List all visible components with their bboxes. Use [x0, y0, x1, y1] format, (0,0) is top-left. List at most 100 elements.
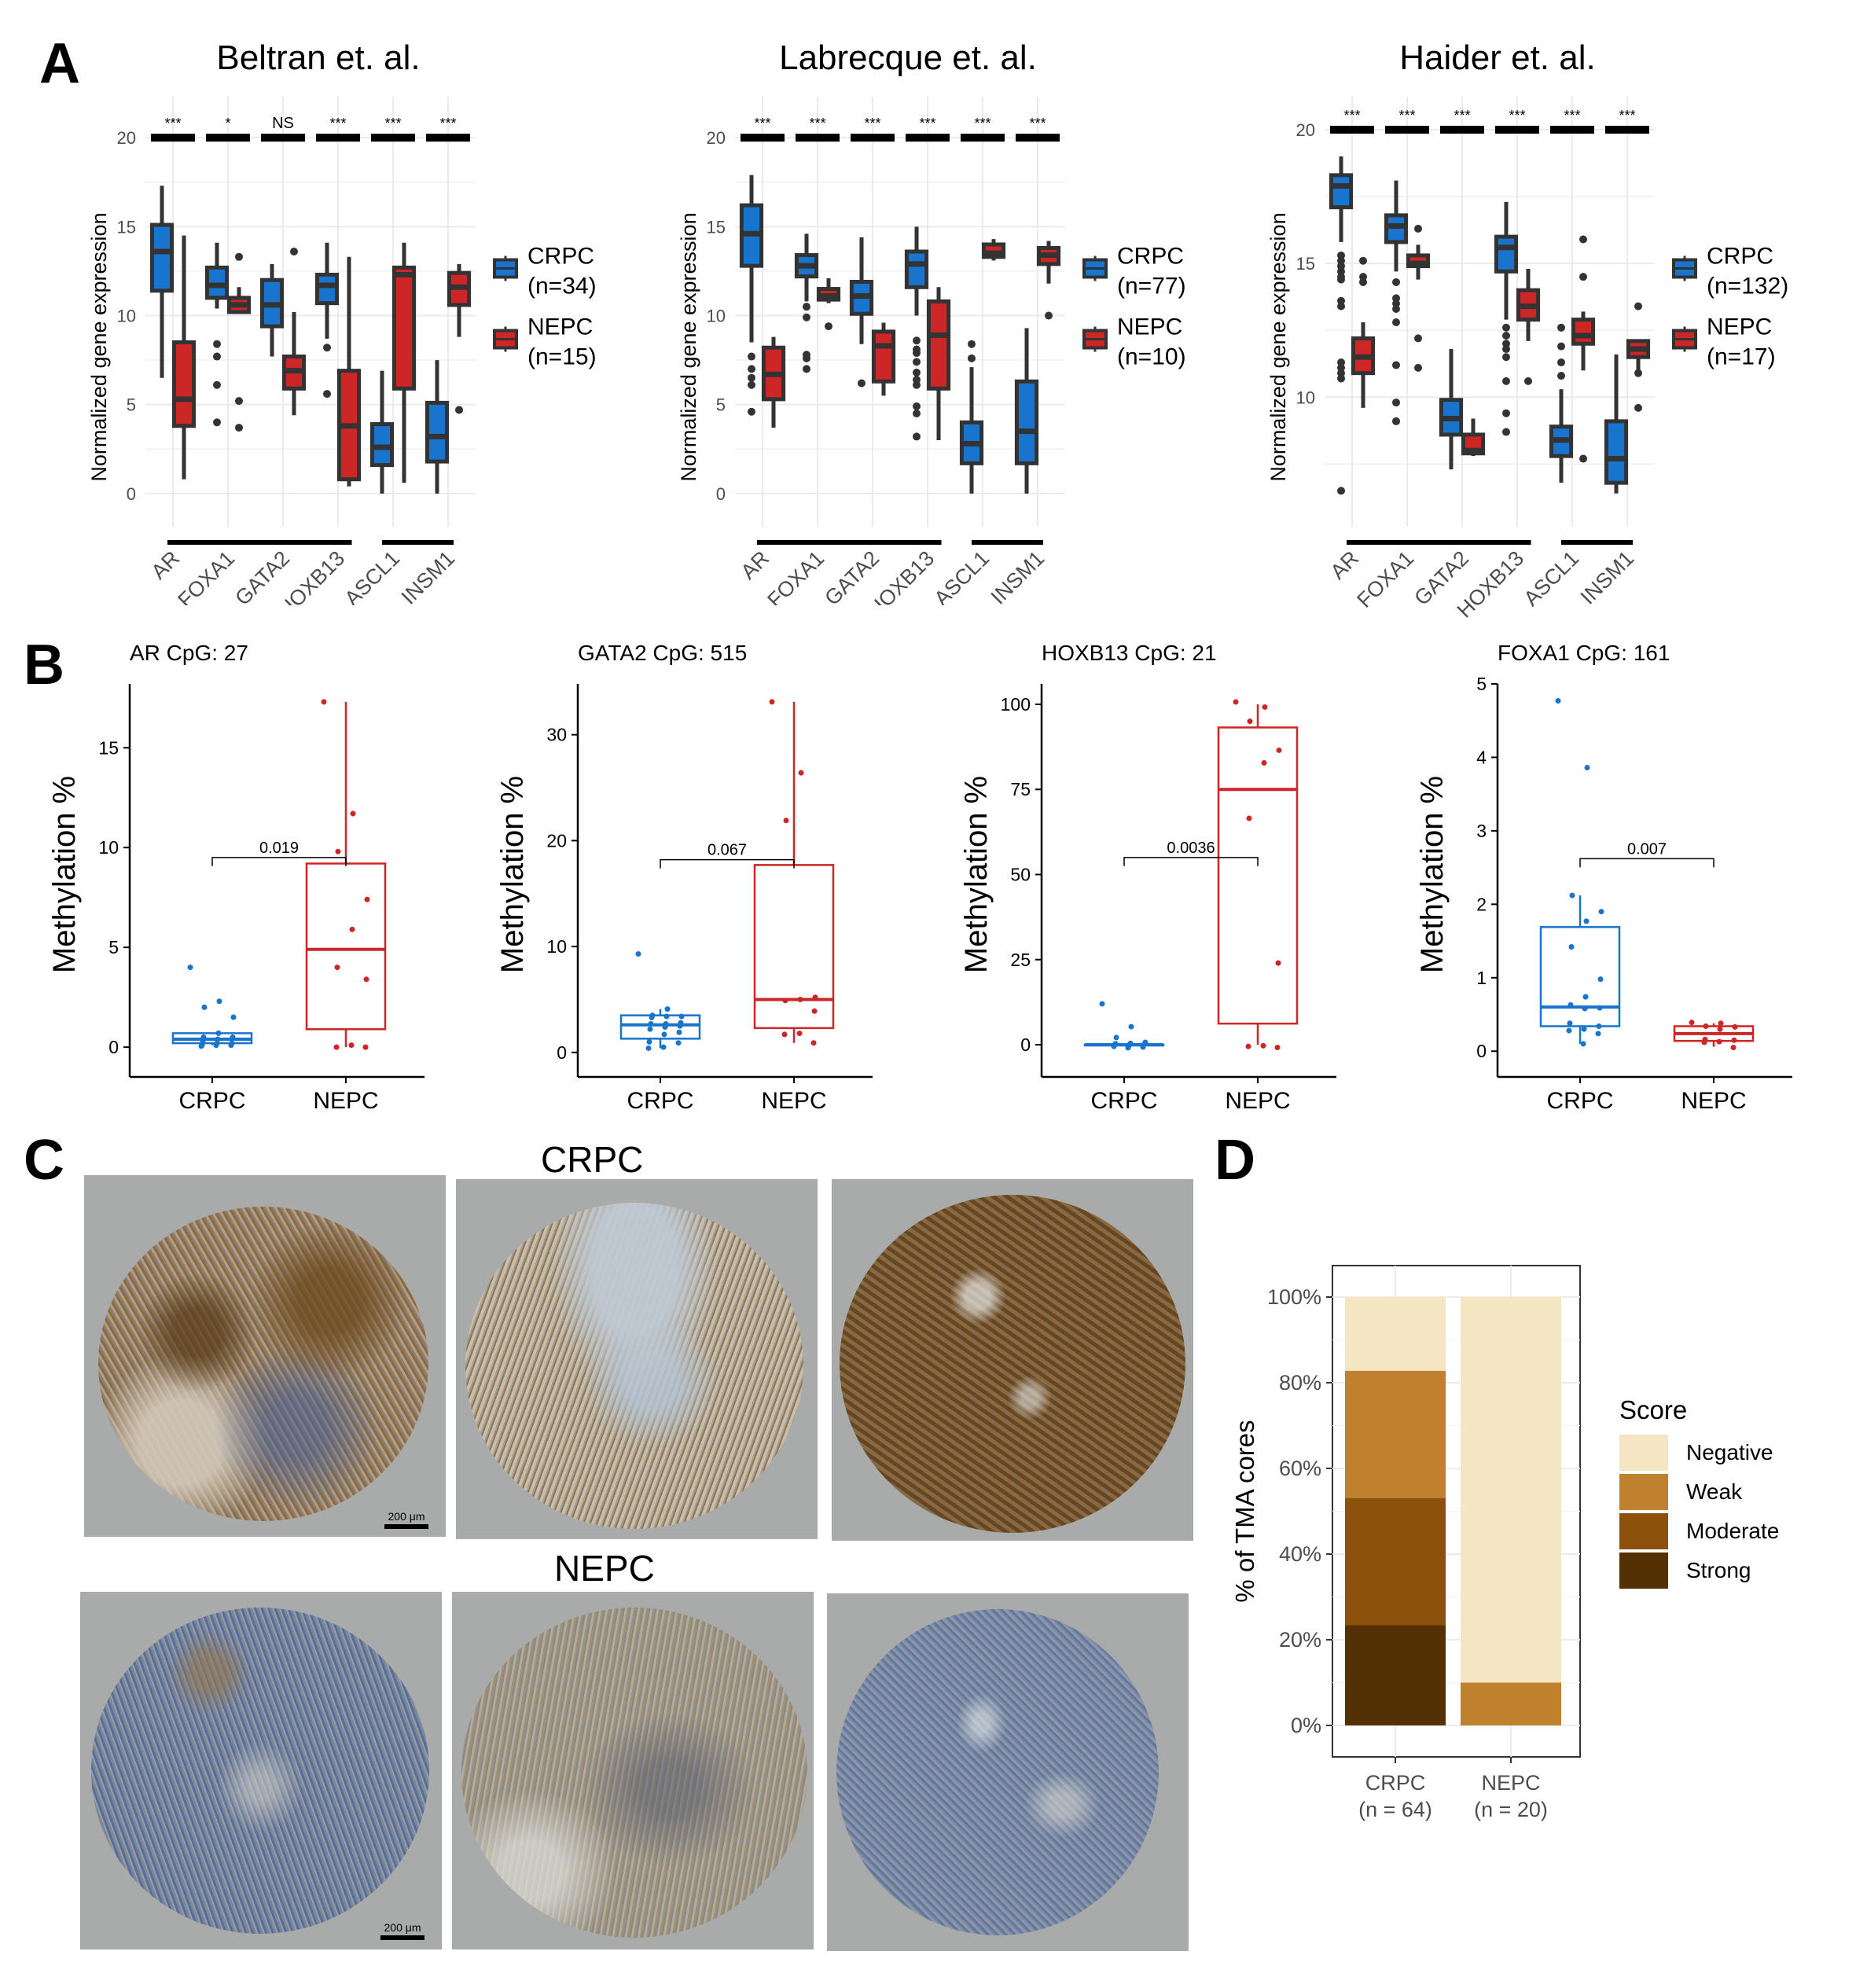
- legend-label: Strong: [1686, 1558, 1751, 1582]
- chart-gata2-methylation: GATA2 CpG: 515 0 10 20 30 Methylation % CRPC NE…: [495, 641, 873, 1114]
- data-point: [1140, 1044, 1146, 1050]
- chart-title: Haider et. al.: [1399, 39, 1595, 77]
- legend-label: Weak: [1686, 1479, 1743, 1504]
- significance-bar: [151, 134, 195, 142]
- box-iqr: [871, 329, 896, 384]
- data-point: [797, 996, 803, 1002]
- y-tick-label: 60%: [1279, 1457, 1321, 1480]
- outlier-point: [1359, 256, 1367, 265]
- x-tick-label: INSM1: [397, 546, 460, 605]
- significance-bar: [261, 134, 305, 142]
- box-nepc-hoxb13: [336, 256, 362, 487]
- box-nepc-foxa1: [816, 277, 841, 331]
- x-tick-label: ASCL1: [930, 546, 994, 605]
- outlier-point: [825, 322, 832, 331]
- legend-label: CRPC: [527, 244, 594, 270]
- data-point: [1128, 1023, 1134, 1030]
- legend-key-moderate: [1619, 1513, 1668, 1549]
- y-axis-label: Normalized gene expression: [87, 212, 111, 481]
- y-tick-label: 0: [1476, 1041, 1487, 1061]
- data-point: [1099, 1001, 1105, 1007]
- tissue-core: [91, 1608, 429, 1934]
- outlier-point: [323, 344, 331, 352]
- y-tick-label: 20: [117, 128, 136, 148]
- significance-bracket: [660, 858, 795, 869]
- data-point: [201, 1004, 208, 1010]
- tissue-core: [836, 1609, 1159, 1935]
- significance-bar: [1385, 126, 1429, 134]
- data-point: [648, 1020, 654, 1027]
- outlier-point: [1502, 353, 1510, 362]
- data-point: [230, 1014, 237, 1020]
- x-tick-label: AR: [737, 546, 774, 584]
- outlier-point: [913, 380, 921, 389]
- data-point: [1580, 1041, 1586, 1047]
- data-point: [1701, 1039, 1707, 1045]
- box-crpc-gata2: [259, 263, 285, 357]
- outlier-point: [1502, 345, 1510, 354]
- significance-bar: [961, 134, 1005, 142]
- data-point: [647, 1026, 653, 1032]
- box-iqr: [171, 340, 197, 428]
- y-tick-label: 15: [98, 737, 119, 758]
- chart-title: GATA2 CpG: 515: [578, 641, 747, 665]
- significance-label: ***: [1619, 108, 1635, 123]
- data-point: [1569, 892, 1575, 898]
- outlier-point: [235, 252, 243, 261]
- y-tick-label: 10: [546, 936, 567, 957]
- box-nepc-foxa1: [226, 252, 252, 432]
- data-point: [321, 699, 327, 705]
- x-tick-label: NEPC: [1681, 1088, 1746, 1114]
- box-nepc: [1673, 1020, 1755, 1051]
- p-value-label: 0.067: [707, 842, 747, 859]
- significance-bar: [1550, 126, 1594, 134]
- x-tick-label: CRPC: [627, 1088, 693, 1114]
- y-tick-label: 20: [707, 128, 726, 148]
- y-axis-label: Methylation %: [1415, 776, 1450, 973]
- significance-bracket: [1123, 857, 1259, 866]
- data-point: [781, 1031, 788, 1038]
- box-nepc-insm1: [1626, 302, 1651, 412]
- legend-n: (n=15): [527, 344, 597, 370]
- bar-segment-crpc-negative: [1345, 1297, 1446, 1371]
- data-point: [1555, 697, 1561, 704]
- significance-label: *: [225, 116, 230, 131]
- y-axis-label: % of TMA cores: [1230, 1420, 1259, 1602]
- data-point: [228, 1042, 234, 1049]
- outlier-point: [748, 407, 755, 416]
- data-point: [1582, 994, 1589, 1000]
- outlier-point: [1634, 403, 1642, 412]
- data-point: [1584, 765, 1590, 771]
- significance-bar: [741, 134, 785, 142]
- y-tick-label: 10: [1296, 388, 1315, 407]
- significance-label: ***: [1398, 108, 1415, 123]
- data-point: [1717, 1026, 1723, 1032]
- outlier-point: [748, 352, 755, 361]
- data-point: [1261, 759, 1267, 766]
- box-crpc: [1539, 697, 1621, 1047]
- box-iqr: [314, 272, 340, 306]
- scale-bar-label: 200 μm: [388, 1510, 425, 1523]
- legend-label: CRPC: [1707, 244, 1773, 270]
- scale-bar-line: [380, 1935, 424, 1940]
- legend-n: (n=10): [1117, 344, 1186, 370]
- box-crpc-insm1: [1604, 354, 1629, 494]
- outlier-point: [803, 365, 810, 373]
- y-tick-label: 10: [117, 307, 136, 326]
- x-tick-label: CRPC: [1090, 1088, 1157, 1114]
- y-tick-label: 40%: [1279, 1542, 1321, 1566]
- outlier-point: [213, 352, 221, 361]
- x-tick-label: ASCL1: [1520, 546, 1584, 611]
- x-tick-label: FOXA1: [763, 546, 829, 605]
- outlier-point: [1502, 428, 1510, 436]
- outlier-point: [1337, 275, 1345, 284]
- box-crpc-gata2: [1439, 349, 1464, 470]
- data-point: [1716, 1038, 1722, 1045]
- y-tick-label: 0: [557, 1042, 567, 1063]
- significance-label: ***: [754, 116, 770, 131]
- box-crpc: [171, 965, 253, 1049]
- box-nepc-hoxb13: [926, 287, 951, 440]
- chart-title: Beltran et. al.: [216, 39, 420, 77]
- outlier-point: [968, 340, 976, 348]
- significance-bar: [371, 134, 415, 142]
